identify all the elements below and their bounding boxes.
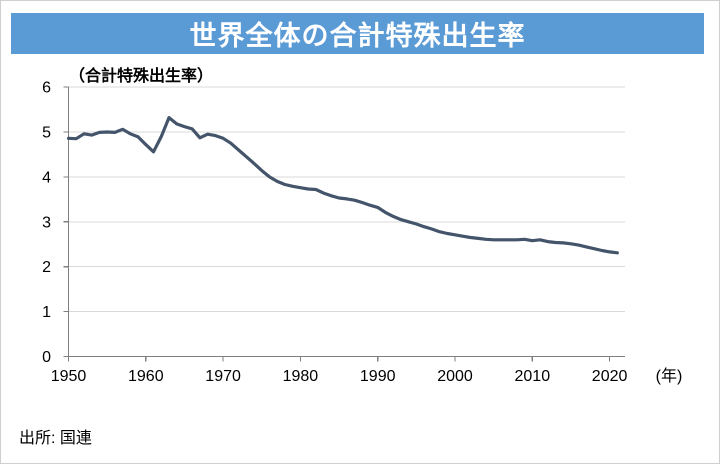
- x-tick-label: 2000: [437, 368, 473, 385]
- y-tick-label: 5: [42, 125, 51, 142]
- y-tick-label: 4: [42, 169, 51, 186]
- title-banner: 世界全体の合計特殊出生率: [11, 13, 704, 54]
- y-tick-label: 6: [42, 80, 51, 97]
- x-tick-label: 1970: [205, 368, 241, 385]
- chart-title: 世界全体の合計特殊出生率: [189, 21, 526, 51]
- y-axis-title: （合計特殊出生率）: [69, 68, 214, 85]
- x-axis-unit-label: (年): [656, 367, 683, 385]
- y-tick-label: 2: [42, 259, 51, 276]
- x-tick-label: 1950: [51, 368, 87, 385]
- x-tick-label: 1980: [283, 368, 319, 385]
- x-tick-label: 1990: [360, 368, 396, 385]
- y-tick-label: 0: [42, 349, 51, 366]
- x-tick-label: 2010: [515, 368, 551, 385]
- x-tick-label: 2020: [592, 368, 628, 385]
- source-note: 出所: 国連: [19, 430, 92, 447]
- y-tick-label: 3: [42, 214, 51, 231]
- x-tick-label: 1960: [128, 368, 164, 385]
- tfr-series-line: [66, 115, 619, 255]
- y-tick-label: 1: [42, 304, 51, 321]
